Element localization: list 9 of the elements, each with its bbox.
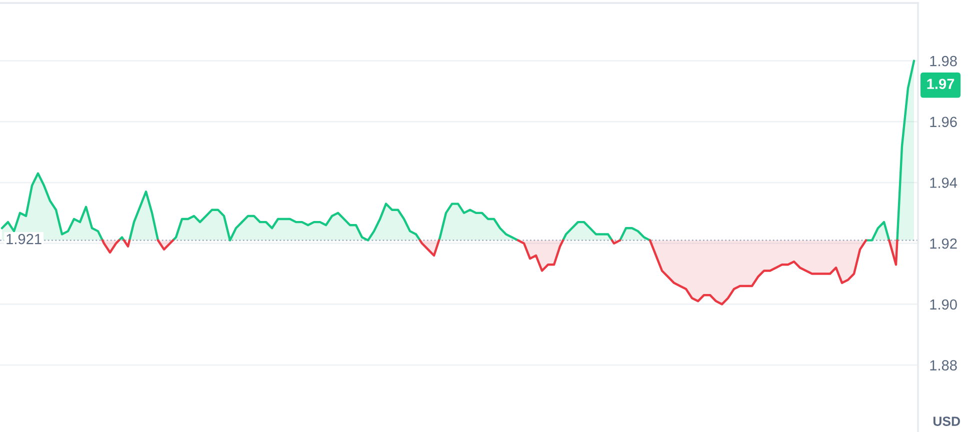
- y-tick-label: 1.98: [930, 56, 957, 66]
- ref-line-label: 1.921: [6, 234, 42, 244]
- annotation: 1.97: [927, 78, 954, 90]
- y-tick-label: 1.96: [930, 116, 957, 128]
- y-axis-title: USD: [933, 416, 960, 426]
- y-tick-label: 1.88: [930, 360, 957, 370]
- y-tick-label: 1.92: [930, 238, 957, 249]
- y-tick-label: 1.94: [930, 178, 958, 188]
- y-tick-label: 1.90: [930, 299, 957, 310]
